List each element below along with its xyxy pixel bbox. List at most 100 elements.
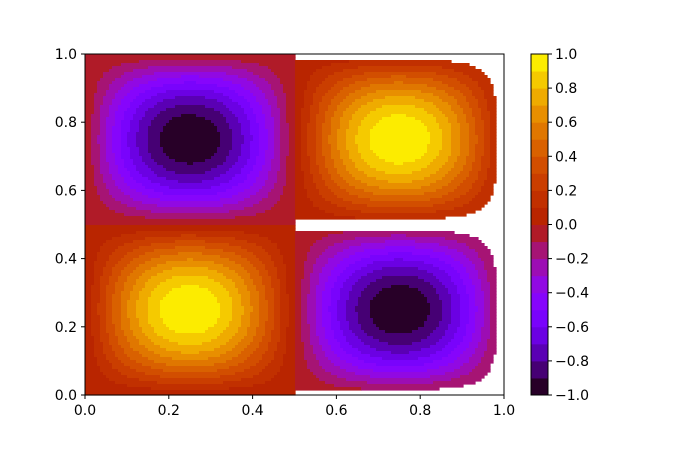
contour-cell bbox=[466, 348, 476, 352]
contour-cell bbox=[232, 348, 245, 352]
contour-cell bbox=[151, 276, 173, 280]
contour-cell bbox=[388, 180, 413, 184]
contour-cell bbox=[85, 312, 92, 316]
contour-cell bbox=[232, 132, 242, 136]
colorbar-tick-label: 0.2 bbox=[555, 183, 577, 199]
contour-cell bbox=[316, 150, 323, 154]
contour-cell bbox=[439, 279, 452, 283]
contour-cell bbox=[472, 282, 482, 286]
contour-cell bbox=[346, 378, 452, 382]
contour-cell bbox=[379, 327, 419, 331]
contour-cell bbox=[481, 336, 491, 340]
contour-cell bbox=[265, 123, 275, 127]
contour-cell bbox=[271, 69, 296, 73]
contour-cell bbox=[85, 303, 92, 307]
contour-cell bbox=[280, 162, 287, 166]
contour-cell bbox=[286, 168, 296, 172]
colorbar-band bbox=[531, 88, 548, 106]
contour-cell bbox=[316, 153, 323, 157]
contour-cell bbox=[85, 321, 92, 325]
contour-cell bbox=[121, 129, 131, 133]
contour-cell bbox=[370, 111, 428, 115]
contour-cell bbox=[463, 351, 476, 355]
contour-cell bbox=[265, 285, 272, 289]
contour-cell bbox=[307, 135, 317, 139]
contour-cell bbox=[481, 288, 491, 292]
contour-cell bbox=[358, 336, 374, 340]
contour-cell bbox=[208, 357, 233, 361]
contour-cell bbox=[94, 267, 104, 271]
contour-cell bbox=[253, 339, 263, 343]
contour-cell bbox=[94, 105, 101, 109]
contour-cell bbox=[418, 357, 443, 361]
contour-cell bbox=[121, 126, 131, 130]
contour-cell bbox=[277, 267, 287, 271]
contour-cell bbox=[256, 120, 266, 124]
contour-cell bbox=[469, 141, 479, 145]
contour-cell bbox=[109, 192, 125, 196]
contour-cell bbox=[460, 312, 470, 316]
contour-cell bbox=[331, 120, 341, 124]
contour-cell bbox=[85, 69, 110, 73]
contour-cell bbox=[334, 213, 467, 217]
contour-cell bbox=[91, 306, 98, 310]
contour-cell bbox=[250, 186, 263, 190]
contour-cell bbox=[466, 120, 476, 124]
contour-cell bbox=[457, 357, 470, 361]
contour-cell bbox=[172, 117, 206, 121]
contour-cell bbox=[232, 135, 245, 139]
contour-cell bbox=[433, 360, 455, 364]
contour-cell bbox=[259, 87, 272, 91]
contour-cell bbox=[166, 294, 215, 298]
contour-cell bbox=[115, 351, 125, 355]
contour-cell bbox=[205, 105, 227, 109]
contour-cell bbox=[85, 285, 92, 289]
contour-cell bbox=[307, 309, 317, 313]
contour-cell bbox=[250, 315, 260, 319]
contour-cell bbox=[319, 105, 329, 109]
contour-cell bbox=[136, 336, 149, 340]
contour-cell bbox=[265, 114, 272, 118]
contour-cell bbox=[331, 132, 338, 136]
contour-cell bbox=[112, 126, 122, 130]
contour-cell bbox=[268, 141, 275, 145]
contour-cell bbox=[130, 342, 140, 346]
contour-cell bbox=[421, 291, 437, 295]
contour-cell bbox=[340, 174, 353, 178]
contour-cell bbox=[127, 183, 143, 187]
contour-cell bbox=[271, 168, 281, 172]
contour-cell bbox=[118, 171, 131, 175]
contour-cell bbox=[361, 267, 383, 271]
contour-cell bbox=[262, 108, 272, 112]
contour-cell bbox=[310, 111, 320, 115]
contour-cell bbox=[97, 306, 107, 310]
contour-cell bbox=[448, 117, 458, 121]
contour-cell bbox=[178, 252, 203, 256]
contour-cell bbox=[331, 177, 344, 181]
contour-cell bbox=[112, 297, 122, 301]
contour-cell bbox=[490, 291, 497, 295]
contour-cell bbox=[112, 363, 125, 367]
contour-cell bbox=[445, 345, 458, 349]
contour-cell bbox=[379, 156, 422, 160]
contour-cell bbox=[295, 297, 302, 301]
contour-cell bbox=[244, 348, 257, 352]
contour-cell bbox=[214, 108, 230, 112]
contour-cell bbox=[361, 87, 437, 91]
contour-cell bbox=[295, 231, 344, 235]
contour-cell bbox=[274, 354, 284, 358]
contour-cell bbox=[121, 138, 128, 142]
contour-cell bbox=[454, 258, 470, 262]
contour-cell bbox=[91, 144, 101, 148]
contour-cell bbox=[361, 324, 377, 328]
contour-cell bbox=[265, 366, 281, 370]
contour-cell bbox=[259, 129, 269, 133]
contour-cell bbox=[286, 267, 296, 271]
contour-cell bbox=[367, 78, 434, 82]
contour-cell bbox=[244, 96, 257, 100]
contour-cell bbox=[145, 252, 179, 256]
contour-cell bbox=[259, 309, 269, 313]
contour-cell bbox=[355, 306, 371, 310]
contour-cell bbox=[262, 279, 272, 283]
contour-cell bbox=[451, 123, 461, 127]
